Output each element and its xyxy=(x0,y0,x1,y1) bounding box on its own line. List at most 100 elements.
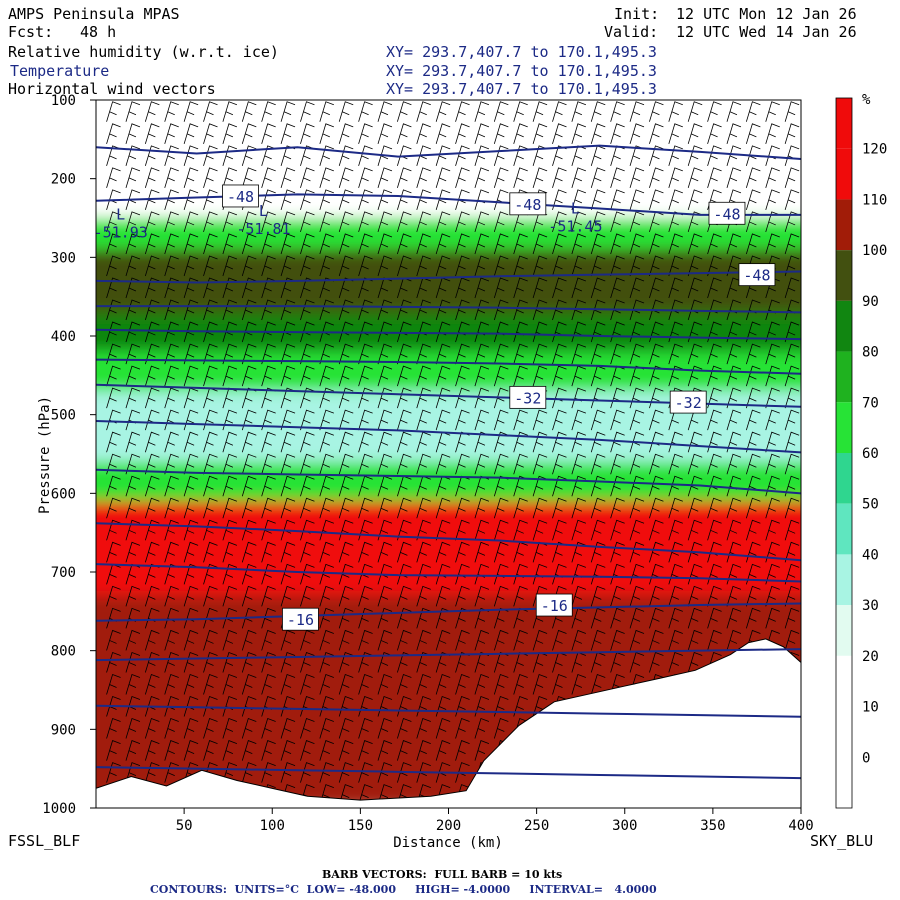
wind-barb-1079 xyxy=(745,607,761,629)
wind-barb-27 xyxy=(106,695,121,717)
wind-barb-747 xyxy=(552,343,567,365)
wind-barb-1078 xyxy=(745,585,761,607)
wind-barb-346 xyxy=(300,673,315,695)
wind-barb-832 xyxy=(610,101,625,122)
wind-barb-632 xyxy=(474,629,490,651)
wind-barb-268 xyxy=(261,365,276,387)
wind-barb-545 xyxy=(435,123,451,144)
wind-barb-358 xyxy=(319,233,334,255)
wind-barb-201 xyxy=(222,299,238,321)
wind-barb-369 xyxy=(319,475,334,497)
wind-barb-783 xyxy=(571,431,587,453)
wind-barb-883 xyxy=(629,519,645,541)
y-tick-label-5: 600 xyxy=(51,486,76,502)
valid-time: 12 UTC Wed 14 Jan 26 xyxy=(676,23,857,41)
wind-barb-227 xyxy=(241,167,257,188)
wind-barb-99 xyxy=(164,167,179,188)
wind-barb-645 xyxy=(493,211,509,233)
wind-barb-185 xyxy=(203,651,218,673)
wind-barb-1036 xyxy=(726,365,742,387)
wind-barb-477 xyxy=(377,740,393,761)
wind-barb-207 xyxy=(222,431,238,453)
wind-barb-1057 xyxy=(745,123,761,144)
wind-barb-179 xyxy=(203,519,218,541)
wind-barb-1070 xyxy=(745,409,761,431)
wind-barb-143 xyxy=(183,431,199,453)
wind-barb-1108 xyxy=(765,541,780,563)
wind-barb-741 xyxy=(552,211,567,233)
temperature-contour-11 xyxy=(96,602,801,622)
wind-barb-354 xyxy=(319,145,334,166)
wind-barb-556 xyxy=(435,365,451,387)
wind-barb-417 xyxy=(358,123,373,144)
wind-barb-193 xyxy=(222,123,238,144)
wind-barb-176 xyxy=(203,453,218,475)
wind-barb-67 xyxy=(144,167,160,188)
wind-barb-1015 xyxy=(707,607,722,629)
wind-barb-408 xyxy=(338,629,354,651)
wind-barb-972 xyxy=(687,365,703,387)
wind-barb-1143 xyxy=(784,607,800,629)
wind-barb-380 xyxy=(319,718,334,739)
wind-barb-503 xyxy=(397,607,412,629)
wind-barb-107 xyxy=(164,343,179,365)
wind-barb-807 xyxy=(590,255,606,277)
wind-barb-135 xyxy=(183,255,199,277)
wind-barb-247 xyxy=(241,607,257,629)
wind-barb-982 xyxy=(687,585,703,607)
wind-barb-238 xyxy=(241,409,257,431)
wind-barb-603 xyxy=(455,695,470,717)
wind-barb-139 xyxy=(183,343,199,365)
wind-barb-1092 xyxy=(765,189,780,211)
wind-barb-816 xyxy=(590,453,606,475)
wind-barb-495 xyxy=(397,431,412,453)
wind-barb-74 xyxy=(144,321,160,343)
wind-barb-314 xyxy=(280,673,296,695)
wind-barb-29 xyxy=(106,740,121,761)
wind-barb-254 xyxy=(241,762,257,783)
wind-barb-13 xyxy=(106,387,121,409)
wind-barb-1034 xyxy=(726,321,742,343)
wind-barb-1088 xyxy=(765,101,780,122)
wind-barb-462 xyxy=(377,409,393,431)
wind-barb-903 xyxy=(649,255,664,277)
wind-barb-448 xyxy=(377,101,393,122)
wind-barb-777 xyxy=(571,299,587,321)
wind-barb-898 xyxy=(649,145,664,166)
wind-barb-177 xyxy=(203,475,218,497)
wind-barb-409 xyxy=(338,651,354,673)
wind-barb-563 xyxy=(435,519,451,541)
wind-barb-1127 xyxy=(784,255,800,277)
wind-barb-852 xyxy=(610,541,625,563)
low-marker-0: L xyxy=(116,206,125,224)
wind-barb-939 xyxy=(668,343,683,365)
y-tick-label-6: 700 xyxy=(51,565,76,581)
wind-barb-524 xyxy=(416,365,431,387)
wind-barb-528 xyxy=(416,453,431,475)
wind-barb-710 xyxy=(532,233,548,255)
wind-barb-718 xyxy=(532,409,548,431)
wind-barb-755 xyxy=(552,519,567,541)
wind-barb-37 xyxy=(125,211,141,233)
field-xy-wind: XY= 293.7,407.7 to 170.1,495.3 xyxy=(386,80,657,98)
wind-barb-8 xyxy=(106,277,121,299)
wind-barb-35 xyxy=(125,167,141,188)
wind-barb-161 xyxy=(203,123,218,144)
wind-barb-659 xyxy=(493,519,509,541)
wind-barb-166 xyxy=(203,233,218,255)
wind-barb-28 xyxy=(106,718,121,739)
wind-barb-616 xyxy=(474,277,490,299)
wind-barb-442 xyxy=(358,673,373,695)
wind-barb-147 xyxy=(183,519,199,541)
wind-barb-951 xyxy=(668,607,683,629)
wind-barb-1099 xyxy=(765,343,780,365)
wind-barb-1072 xyxy=(745,453,761,475)
wind-barb-656 xyxy=(493,453,509,475)
wind-barb-819 xyxy=(590,519,606,541)
colorbar-bin-1 xyxy=(836,148,852,200)
wind-barb-156 xyxy=(183,718,199,739)
wind-barb-404 xyxy=(338,541,354,563)
wind-barb-496 xyxy=(397,453,412,475)
wind-barb-9 xyxy=(106,299,121,321)
wind-barb-721 xyxy=(532,475,548,497)
